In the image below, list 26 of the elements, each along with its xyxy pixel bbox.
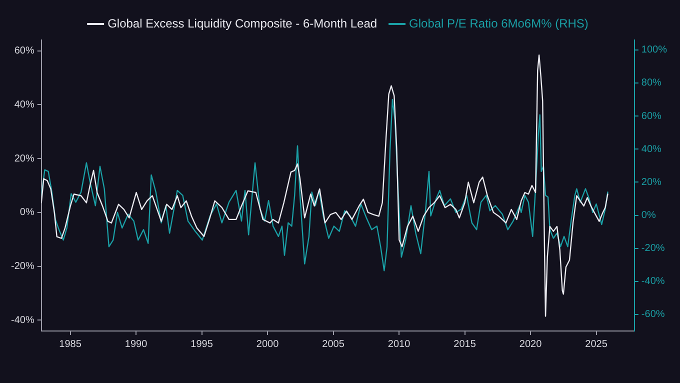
y-tick-label: 20%: [14, 153, 34, 164]
x-tick-label: 1990: [124, 338, 148, 350]
legend-label: Global Excess Liquidity Composite - 6-Month Lead: [108, 16, 378, 30]
y2-tick-label: 0%: [641, 210, 656, 222]
y2-tick-label: 80%: [641, 78, 662, 89]
y-tick-label: -40%: [10, 314, 34, 326]
y-tick-label: 40%: [14, 99, 34, 110]
x-tick-label: 1985: [59, 338, 82, 350]
x-tick-label: 2025: [585, 338, 608, 350]
y2-tick-label: 20%: [641, 176, 662, 188]
y2-tick-label: -60%: [641, 309, 665, 320]
x-tick-label: 2000: [256, 338, 280, 350]
y-tick-label: -20%: [10, 261, 34, 272]
y2-tick-label: 40%: [641, 144, 662, 155]
y2-tick-label: 100%: [641, 44, 668, 56]
x-tick-label: 1995: [190, 338, 214, 350]
x-tick-label: 2005: [322, 338, 345, 350]
legend-label: Global P/E Ratio 6Mo6M% (RHS): [409, 16, 588, 30]
y-tick-label: 0%: [20, 207, 34, 218]
x-tick-label: 2020: [519, 338, 542, 350]
y2-tick-label: 60%: [641, 110, 662, 122]
y-tick-label: 60%: [14, 46, 34, 57]
y2-tick-label: -40%: [641, 276, 665, 288]
y2-tick-label: -20%: [641, 243, 665, 254]
x-tick-label: 2010: [388, 338, 411, 350]
x-tick-label: 2015: [454, 338, 476, 350]
